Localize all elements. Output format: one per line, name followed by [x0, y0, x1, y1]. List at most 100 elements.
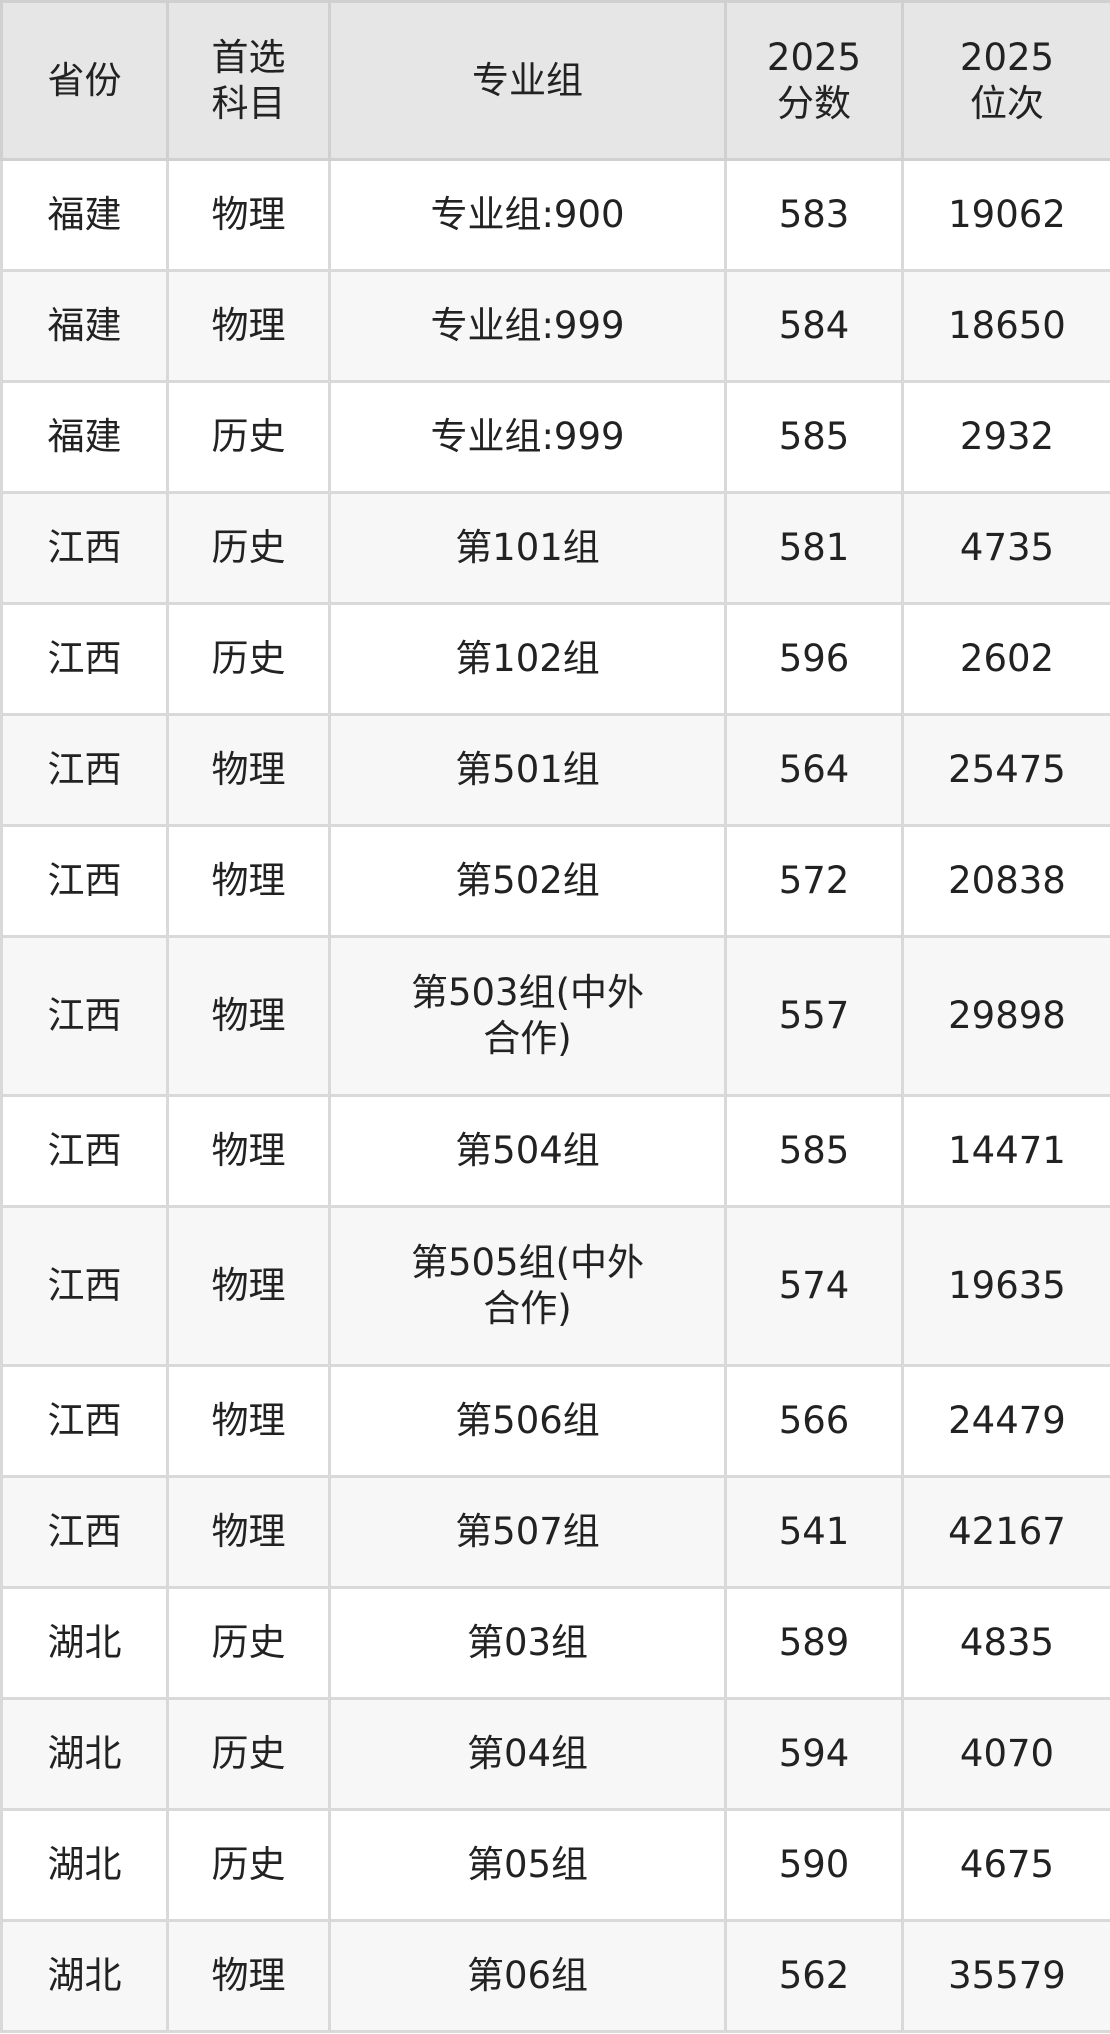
- rank-text: 35579: [948, 1954, 1066, 1997]
- cell-subject: 物理: [166, 1094, 331, 1208]
- subject-text: 物理: [211, 1399, 286, 1442]
- cell-rank: 2932: [901, 380, 1110, 494]
- group-text: 第503组(中外合作): [410, 971, 645, 1060]
- cell-rank: 35579: [901, 1919, 1110, 2033]
- cell-score: 562: [724, 1919, 904, 2033]
- cell-rank: 4735: [901, 491, 1110, 605]
- table-row: 福建 历史 专业组:999 585 2932: [0, 380, 1110, 494]
- cell-group: 第506组: [328, 1364, 727, 1478]
- cell-group: 第504组: [328, 1094, 727, 1208]
- cell-subject: 物理: [166, 269, 331, 383]
- cell-group: 第102组: [328, 602, 727, 716]
- rank-text: 19635: [948, 1264, 1066, 1307]
- cell-province: 福建: [0, 158, 169, 272]
- table-row: 湖北 历史 第04组 594 4070: [0, 1697, 1110, 1811]
- cell-group: 专业组:900: [328, 158, 727, 272]
- rank-text: 4735: [959, 526, 1055, 569]
- cell-rank: 4070: [901, 1697, 1110, 1811]
- cell-score: 557: [724, 935, 904, 1097]
- province-text: 江西: [47, 526, 122, 569]
- score-text: 584: [778, 304, 850, 347]
- cell-score: 541: [724, 1475, 904, 1589]
- group-text: 专业组:900: [430, 193, 625, 236]
- score-text: 596: [778, 637, 850, 680]
- subject-text: 物理: [211, 304, 286, 347]
- rank-text: 19062: [948, 193, 1066, 236]
- cell-province: 江西: [0, 824, 169, 938]
- subject-text: 历史: [211, 1843, 286, 1886]
- cell-province: 江西: [0, 1205, 169, 1367]
- table-header: 省份 首选科目 专业组 2025分数 2025位次: [0, 0, 1110, 161]
- province-text: 江西: [47, 748, 122, 791]
- province-text: 湖北: [47, 1621, 122, 1664]
- cell-subject: 物理: [166, 1205, 331, 1367]
- score-text: 583: [778, 193, 850, 236]
- province-text: 江西: [47, 994, 122, 1037]
- cell-group: 第03组: [328, 1586, 727, 1700]
- rank-text: 2602: [959, 637, 1055, 680]
- province-text: 江西: [47, 637, 122, 680]
- cell-rank: 18650: [901, 269, 1110, 383]
- table-row: 湖北 历史 第03组 589 4835: [0, 1586, 1110, 1700]
- rank-text: 25475: [948, 748, 1066, 791]
- table-row: 福建 物理 专业组:999 584 18650: [0, 269, 1110, 383]
- cell-rank: 29898: [901, 935, 1110, 1097]
- score-text: 572: [778, 859, 850, 902]
- rank-text: 29898: [948, 994, 1066, 1037]
- group-text: 第04组: [466, 1732, 589, 1775]
- cell-province: 福建: [0, 380, 169, 494]
- table-row: 江西 物理 第506组 566 24479: [0, 1364, 1110, 1478]
- cell-rank: 19635: [901, 1205, 1110, 1367]
- cell-rank: 24479: [901, 1364, 1110, 1478]
- rank-text: 2932: [959, 415, 1055, 458]
- header-province: 省份: [0, 0, 169, 161]
- cell-rank: 42167: [901, 1475, 1110, 1589]
- score-text: 585: [778, 1129, 850, 1172]
- cell-subject: 物理: [166, 824, 331, 938]
- cell-score: 590: [724, 1808, 904, 1922]
- cell-rank: 25475: [901, 713, 1110, 827]
- table-row: 湖北 物理 第06组 562 35579: [0, 1919, 1110, 2033]
- cell-province: 湖北: [0, 1586, 169, 1700]
- table-row: 江西 物理 第503组(中外合作) 557 29898: [0, 935, 1110, 1097]
- cell-subject: 历史: [166, 1586, 331, 1700]
- table-row: 福建 物理 专业组:900 583 19062: [0, 158, 1110, 272]
- rank-text: 4675: [959, 1843, 1055, 1886]
- cell-subject: 历史: [166, 491, 331, 605]
- province-text: 福建: [47, 415, 122, 458]
- cell-group: 第101组: [328, 491, 727, 605]
- subject-text: 物理: [211, 859, 286, 902]
- province-text: 江西: [47, 859, 122, 902]
- cell-rank: 4835: [901, 1586, 1110, 1700]
- subject-text: 物理: [211, 748, 286, 791]
- table-row: 江西 物理 第507组 541 42167: [0, 1475, 1110, 1589]
- cell-score: 574: [724, 1205, 904, 1367]
- score-text: 574: [778, 1264, 850, 1307]
- cell-group: 第502组: [328, 824, 727, 938]
- cell-province: 江西: [0, 491, 169, 605]
- province-text: 湖北: [47, 1843, 122, 1886]
- cell-province: 福建: [0, 269, 169, 383]
- table-row: 江西 历史 第102组 596 2602: [0, 602, 1110, 716]
- cell-score: 583: [724, 158, 904, 272]
- group-text: 专业组:999: [430, 304, 625, 347]
- table-row: 江西 物理 第505组(中外合作) 574 19635: [0, 1205, 1110, 1367]
- group-text: 第502组: [455, 859, 600, 902]
- score-text: 541: [778, 1510, 850, 1553]
- province-text: 江西: [47, 1510, 122, 1553]
- cell-province: 江西: [0, 713, 169, 827]
- header-rank: 2025位次: [901, 0, 1110, 161]
- cell-group: 第04组: [328, 1697, 727, 1811]
- table-row: 湖北 历史 第05组 590 4675: [0, 1808, 1110, 1922]
- cell-subject: 历史: [166, 1808, 331, 1922]
- cell-group: 第507组: [328, 1475, 727, 1589]
- cell-rank: 20838: [901, 824, 1110, 938]
- province-text: 江西: [47, 1264, 122, 1307]
- group-text: 第504组: [455, 1129, 600, 1172]
- group-text: 第06组: [466, 1954, 589, 1997]
- cell-rank: 4675: [901, 1808, 1110, 1922]
- header-text: 2025位次: [959, 35, 1055, 125]
- cell-score: 589: [724, 1586, 904, 1700]
- subject-text: 历史: [211, 1732, 286, 1775]
